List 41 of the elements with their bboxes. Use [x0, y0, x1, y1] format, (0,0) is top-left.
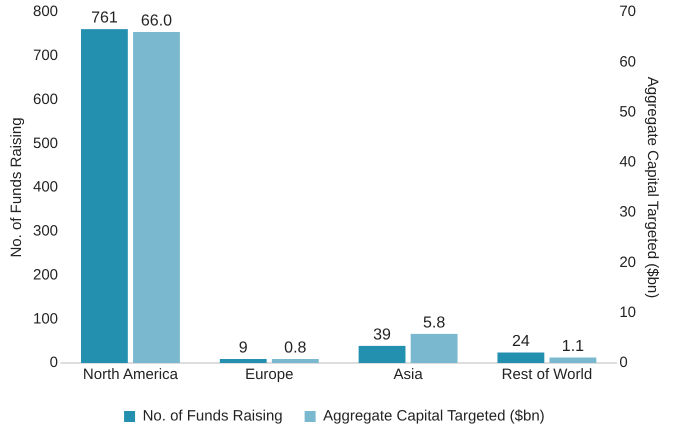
y2-tick-label: 60	[619, 53, 636, 70]
y-tick-label: 300	[32, 222, 58, 240]
y-tick-label: 100	[32, 310, 58, 328]
bar	[220, 359, 267, 363]
data-label: 1.1	[562, 338, 584, 355]
y2-tick-label: 0	[619, 354, 628, 372]
bar	[497, 352, 544, 363]
y-tick-label: 600	[32, 90, 58, 108]
y-tick-label: 800	[32, 3, 58, 20]
y2-tick-label: 70	[619, 3, 636, 20]
y2-tick-label: 50	[619, 103, 636, 120]
y-tick-label: 500	[32, 134, 58, 152]
y2-tick-label: 20	[619, 254, 636, 271]
data-label: 9	[238, 339, 248, 356]
y-tick-label: 0	[50, 354, 58, 372]
y2-tick-label: 10	[619, 304, 636, 321]
y2-axis-title: Aggregate Capital Targeted ($bn)	[644, 76, 661, 298]
y2-tick-label: 40	[619, 154, 636, 171]
data-label: 761	[91, 10, 118, 27]
bar	[80, 29, 128, 363]
data-label: 66.0	[140, 12, 172, 30]
data-label: 5.8	[422, 314, 446, 332]
y-tick-label: 400	[32, 178, 58, 196]
y-axis-title: No. of Funds Raising	[8, 117, 26, 258]
y-tick-label: 200	[32, 266, 58, 284]
bar	[272, 358, 319, 363]
bar	[358, 346, 406, 363]
data-label: 0.8	[284, 339, 307, 356]
bar	[410, 334, 458, 363]
y2-tick-label: 30	[619, 204, 636, 221]
bar	[133, 32, 180, 363]
x-tick-label: Asia	[393, 366, 424, 384]
data-label: 24	[512, 332, 530, 350]
data-label: 39	[373, 326, 392, 344]
legend-label: Aggregate Capital Targeted ($bn)	[323, 408, 545, 425]
bar	[550, 357, 596, 363]
x-tick-label: Europe	[245, 366, 294, 384]
x-tick-label: North America	[82, 366, 179, 384]
x-tick-label: Rest of World	[502, 366, 592, 384]
y-tick-label: 700	[32, 47, 58, 64]
legend-label: No. of Funds Raising	[142, 408, 283, 425]
